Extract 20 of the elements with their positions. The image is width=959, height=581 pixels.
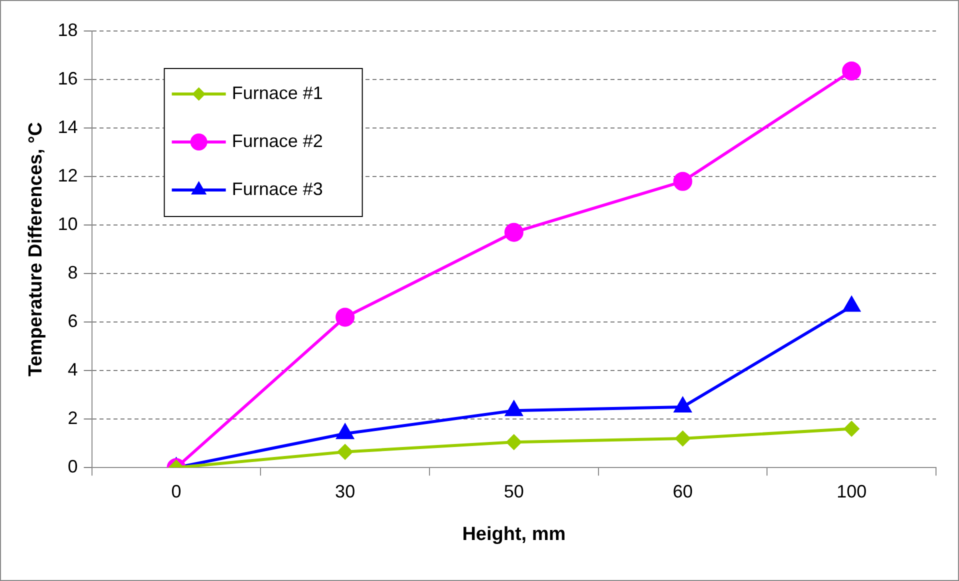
y-tick-label: 12 xyxy=(58,166,78,186)
x-tick-label: 100 xyxy=(836,481,867,502)
y-tick-label: 8 xyxy=(68,262,78,283)
x-tick-label: 60 xyxy=(672,481,693,502)
x-tick-label: 30 xyxy=(335,481,356,502)
y-tick-label: 4 xyxy=(68,360,78,380)
x-tick-label: 0 xyxy=(171,481,182,502)
x-tick-label: 50 xyxy=(504,481,524,502)
y-tick-label: 0 xyxy=(68,456,78,477)
legend-label: Furnace #2 xyxy=(232,130,323,151)
x-axis-title: Height, mm xyxy=(462,524,566,545)
y-tick-label: 6 xyxy=(68,311,78,332)
y-tick-label: 14 xyxy=(58,116,78,137)
legend-label: Furnace #1 xyxy=(232,82,323,103)
y-tick-label: 18 xyxy=(58,20,78,40)
y-axis-title: Temperature Differences, °C xyxy=(26,122,47,376)
y-tick-label: 16 xyxy=(58,68,78,88)
legend-label: Furnace #3 xyxy=(232,178,323,199)
y-tick-label: 10 xyxy=(58,214,78,234)
y-tick-label: 2 xyxy=(68,408,78,428)
